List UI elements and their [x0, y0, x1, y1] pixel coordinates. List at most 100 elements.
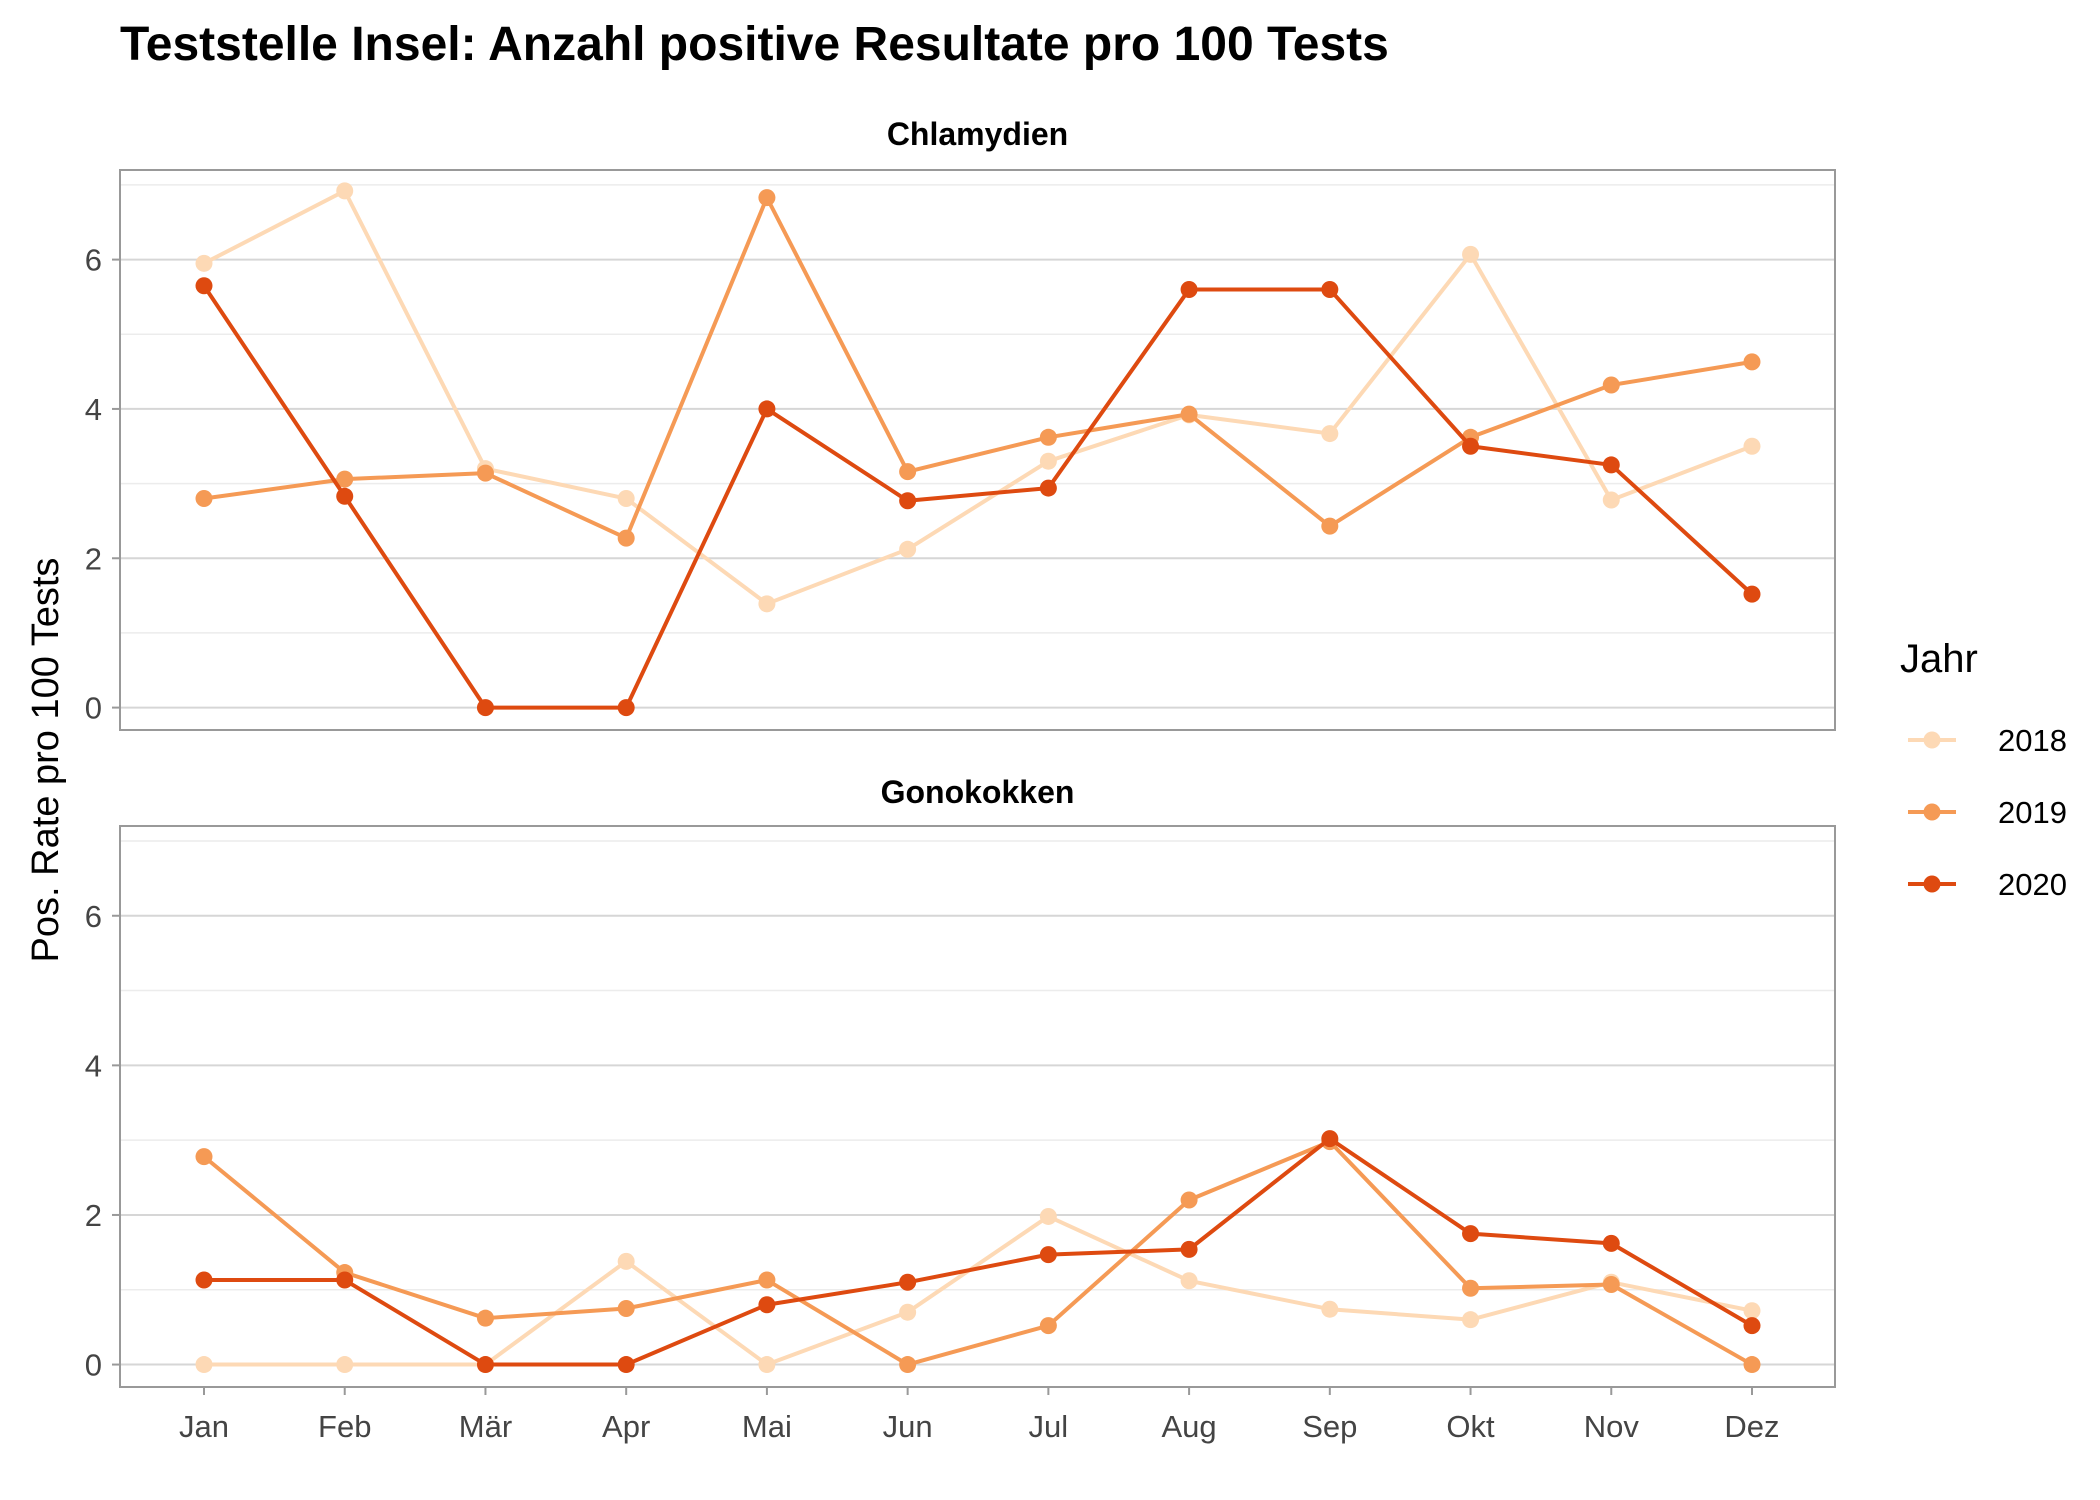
legend-title: Jahr: [1900, 637, 1978, 681]
x-tick-label: Mai: [742, 1409, 792, 1444]
data-point: [1039, 479, 1057, 497]
data-point: [195, 1148, 213, 1166]
data-point: [195, 1271, 213, 1289]
chart-title: Teststelle Insel: Anzahl positive Result…: [120, 18, 1389, 71]
data-point: [195, 1356, 213, 1374]
data-point: [336, 1271, 354, 1289]
data-point: [1462, 1225, 1480, 1243]
data-point: [899, 1303, 917, 1321]
panel-title: Chlamydien: [887, 116, 1068, 152]
x-tick-label: Dez: [1724, 1409, 1779, 1444]
data-point: [899, 463, 917, 481]
x-axis: Jan Feb Mär Apr Mai Jun Jul Aug Sep Okt Nov Dez: [179, 1387, 1780, 1444]
y-tick-label: 4: [85, 392, 102, 427]
data-point: [1039, 428, 1057, 446]
legend-label: 2020: [1998, 867, 2067, 902]
data-point: [1321, 280, 1339, 298]
series-line: [204, 1136, 1754, 1367]
data-point: [1462, 245, 1480, 263]
data-point: [1462, 437, 1480, 455]
data-point: [1180, 1240, 1198, 1258]
data-point: [758, 1296, 776, 1314]
series-2019: [195, 1133, 1761, 1374]
data-point: [476, 699, 494, 717]
data-point: [1602, 456, 1620, 474]
data-point: [1180, 405, 1198, 423]
data-point: [1039, 452, 1057, 470]
x-tick-label: Sep: [1302, 1409, 1357, 1444]
x-tick-label: Aug: [1162, 1409, 1217, 1444]
series-2020: [195, 1130, 1761, 1374]
y-tick-label: 2: [85, 1198, 102, 1233]
data-point: [758, 595, 776, 613]
legend-point: [1923, 731, 1941, 749]
data-point: [476, 464, 494, 482]
x-tick-label: Nov: [1584, 1409, 1640, 1444]
legend-entry-2019: 2019: [1908, 795, 2067, 830]
data-point: [195, 254, 213, 272]
legend-label: 2018: [1998, 723, 2067, 758]
series-2020: [195, 277, 1761, 717]
data-point: [1602, 491, 1620, 509]
x-tick-label: Apr: [602, 1409, 650, 1444]
series-2019: [195, 189, 1761, 547]
data-point: [1743, 353, 1761, 371]
data-point: [1602, 1234, 1620, 1252]
y-axis-label: Pos. Rate pro 100 Tests: [25, 558, 67, 963]
data-point: [476, 1309, 494, 1327]
panels: Chlamydien 0 2 4 6 Gonokokken 0 2 4 6: [85, 116, 1836, 1388]
data-point: [336, 470, 354, 488]
y-tick-label: 0: [85, 1348, 102, 1383]
data-point: [336, 487, 354, 505]
data-point: [336, 1356, 354, 1374]
y-tick-label: 2: [85, 541, 102, 576]
data-point: [1321, 425, 1339, 443]
data-point: [758, 189, 776, 207]
legend-point: [1923, 803, 1941, 821]
data-point: [1321, 517, 1339, 535]
y-tick-label: 6: [85, 243, 102, 278]
x-tick-label: Mär: [459, 1409, 512, 1444]
data-point: [1743, 1317, 1761, 1335]
y-tick-label: 4: [85, 1048, 102, 1083]
data-point: [1743, 1356, 1761, 1374]
series-2018: [195, 182, 1761, 613]
x-tick-label: Jan: [179, 1409, 229, 1444]
data-point: [617, 490, 635, 508]
data-point: [1180, 1272, 1198, 1290]
data-point: [1462, 1279, 1480, 1297]
data-point: [195, 490, 213, 508]
data-point: [617, 699, 635, 717]
x-tick-label: Jun: [883, 1409, 933, 1444]
series-line: [203, 188, 1753, 606]
legend-entry-2018: 2018: [1908, 723, 2067, 758]
y-tick-label: 0: [85, 691, 102, 726]
data-point: [1039, 1246, 1057, 1264]
data-point: [336, 182, 354, 200]
data-point: [899, 492, 917, 510]
panel-gonokokken: Gonokokken 0 2 4 6: [85, 774, 1836, 1388]
panel-chlamydien: Chlamydien 0 2 4 6: [85, 116, 1836, 731]
panel-border: [119, 825, 1836, 1388]
data-point: [1321, 1300, 1339, 1318]
data-point: [899, 1356, 917, 1374]
data-point: [899, 540, 917, 558]
data-point: [1743, 1302, 1761, 1320]
data-point: [1602, 1276, 1620, 1294]
x-tick-label: Okt: [1446, 1409, 1495, 1444]
data-point: [1743, 437, 1761, 455]
data-point: [1180, 280, 1198, 298]
data-point: [195, 277, 213, 295]
legend-point: [1923, 875, 1941, 893]
legend-label: 2019: [1998, 795, 2067, 830]
data-point: [476, 1356, 494, 1374]
data-point: [617, 1299, 635, 1317]
series-line: [204, 1214, 1753, 1367]
data-point: [1462, 1311, 1480, 1329]
y-tick-label: 6: [85, 899, 102, 934]
series-line: [203, 195, 1753, 541]
data-point: [758, 1271, 776, 1289]
series-line: [202, 284, 1754, 710]
data-point: [617, 529, 635, 547]
